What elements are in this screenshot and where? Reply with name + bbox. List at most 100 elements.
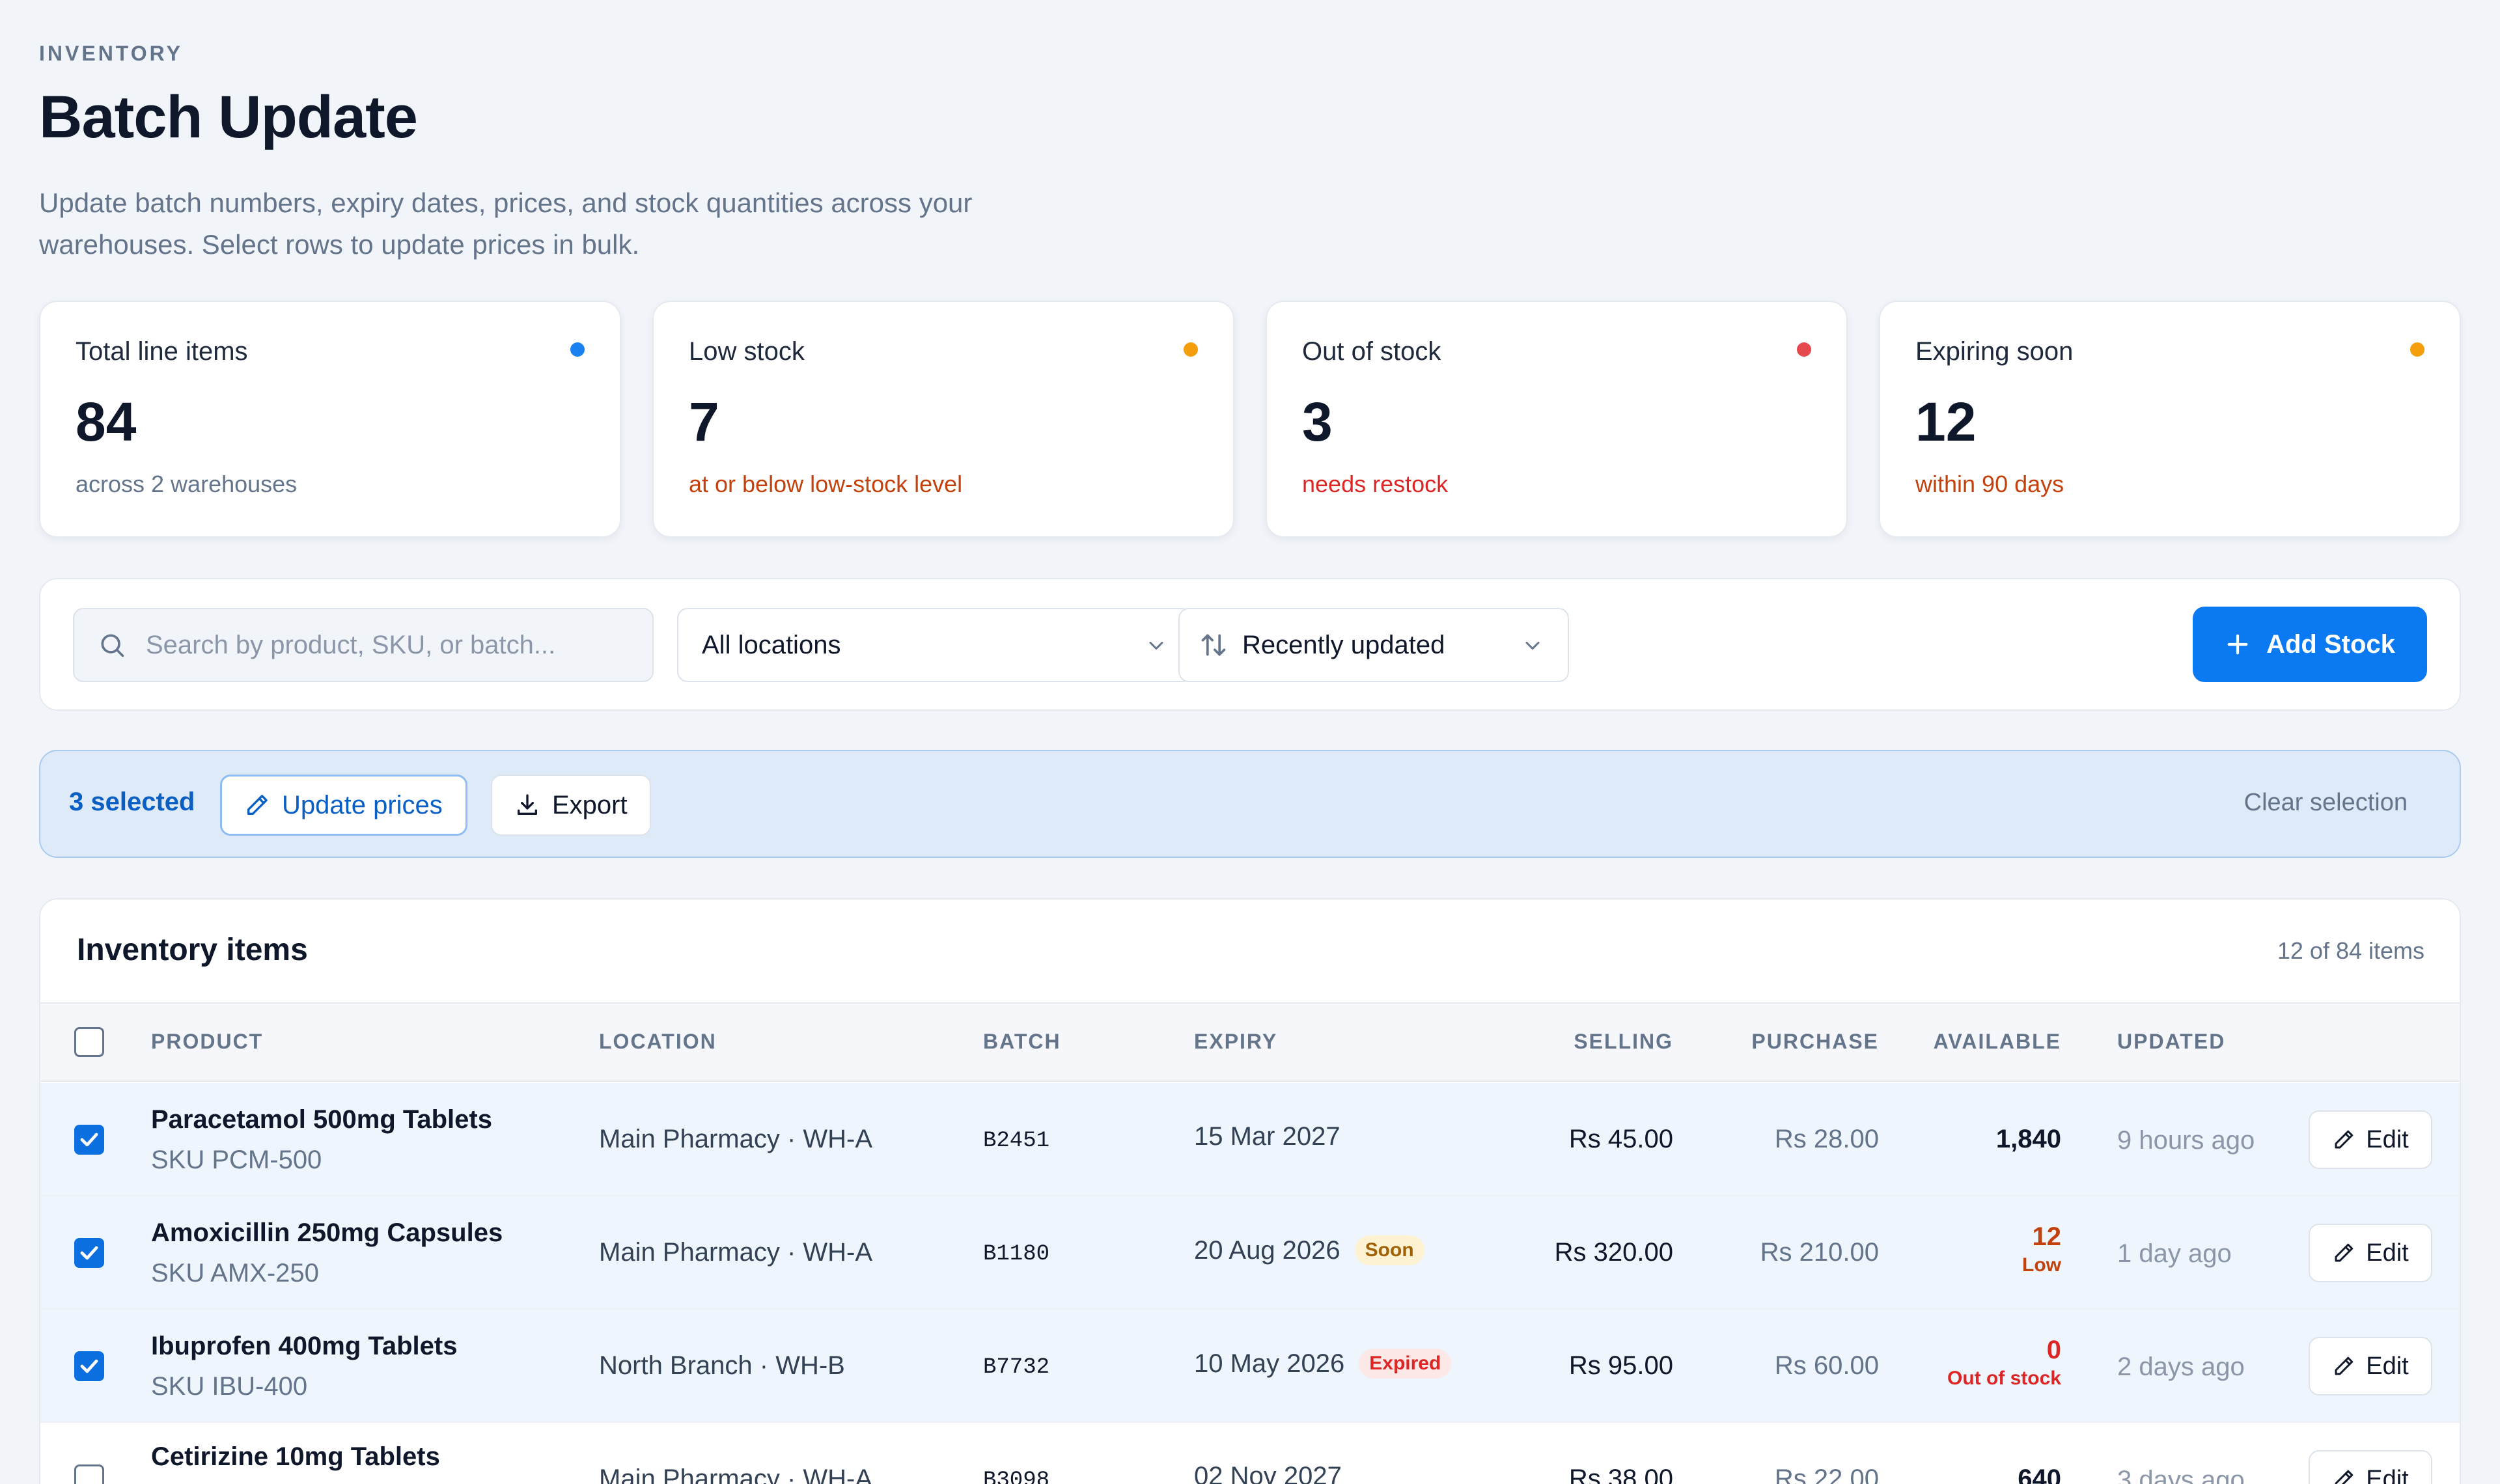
row-checkbox[interactable] bbox=[74, 1351, 104, 1381]
edit-row-button[interactable]: Edit bbox=[2309, 1450, 2432, 1484]
edit-row-button[interactable]: Edit bbox=[2309, 1224, 2432, 1282]
expiry-cell: 15 Mar 2027 bbox=[1194, 1122, 1340, 1151]
batch-cell: B3098 bbox=[983, 1468, 1050, 1484]
selling-price-cell: Rs 320.00 bbox=[1554, 1238, 1673, 1267]
page-description: Update batch numbers, expiry dates, pric… bbox=[39, 187, 973, 260]
edit-label: Edit bbox=[2366, 1239, 2409, 1267]
row-checkbox[interactable] bbox=[74, 1238, 104, 1268]
stat-value: 84 bbox=[76, 391, 137, 452]
product-sku: SKU IBU-400 bbox=[151, 1372, 308, 1401]
add-stock-label: Add Stock bbox=[2266, 629, 2395, 659]
export-button[interactable]: Export bbox=[491, 775, 651, 836]
stat-subtext: at or below low-stock level bbox=[689, 471, 963, 497]
product-name[interactable]: Ibuprofen 400mg Tablets bbox=[151, 1332, 458, 1360]
expiry-badge: Soon bbox=[1354, 1235, 1424, 1265]
update-prices-button[interactable]: Update prices bbox=[220, 775, 467, 836]
stat-card-out-of-stock: Out of stock 3 needs restock bbox=[1266, 301, 1848, 538]
selected-count: 3 selected bbox=[69, 788, 195, 816]
table-item-count: 12 of 84 items bbox=[2277, 937, 2424, 964]
selling-price-cell: Rs 38.00 bbox=[1568, 1464, 1673, 1484]
selling-price-cell: Rs 45.00 bbox=[1568, 1125, 1673, 1153]
column-header-location[interactable]: LOCATION bbox=[599, 1030, 717, 1053]
product-sku: SKU AMX-250 bbox=[151, 1259, 319, 1287]
stat-subtext: needs restock bbox=[1302, 471, 1449, 497]
product-name[interactable]: Paracetamol 500mg Tablets bbox=[151, 1105, 492, 1134]
purchase-price-cell: Rs 210.00 bbox=[1760, 1238, 1879, 1267]
location-select-value: All locations bbox=[702, 630, 841, 659]
table-row[interactable]: Ibuprofen 400mg Tablets SKU IBU-400 North … bbox=[40, 1310, 2460, 1423]
expiry-date: 10 May 2026 bbox=[1194, 1349, 1345, 1378]
selection-bar: 3 selected Update prices Export Clear se… bbox=[39, 750, 2461, 858]
updated-cell: 9 hours ago bbox=[2117, 1126, 2255, 1155]
column-header-expiry[interactable]: EXPIRY bbox=[1194, 1030, 1278, 1053]
select-all-checkbox[interactable] bbox=[74, 1027, 104, 1057]
column-header-batch[interactable]: BATCH bbox=[983, 1030, 1061, 1053]
status-dot-icon bbox=[2410, 342, 2424, 357]
plus-icon bbox=[2227, 634, 2248, 655]
sort-arrows-icon bbox=[1201, 634, 1226, 656]
stat-subtext: within 90 days bbox=[1915, 471, 2064, 497]
purchase-price-cell: Rs 28.00 bbox=[1774, 1125, 1879, 1153]
edit-label: Edit bbox=[2366, 1125, 2409, 1153]
column-header-updated[interactable]: UPDATED bbox=[2117, 1030, 2226, 1053]
stat-label: Expiring soon bbox=[1915, 337, 2074, 366]
table-header: PRODUCT LOCATION BATCH EXPIRY SELLING PU… bbox=[40, 1002, 2460, 1082]
updated-cell: 3 days ago bbox=[2117, 1466, 2245, 1484]
product-name[interactable]: Amoxicillin 250mg Capsules bbox=[151, 1218, 503, 1247]
search-icon bbox=[101, 634, 124, 657]
available-cell: 640 bbox=[2018, 1464, 2061, 1484]
expiry-cell: 10 May 2026 Expired bbox=[1194, 1349, 1452, 1379]
row-checkbox[interactable] bbox=[74, 1125, 104, 1155]
page-title: Batch Update bbox=[39, 84, 418, 150]
available-quantity: 0 bbox=[2046, 1336, 2061, 1364]
breadcrumb-eyebrow: INVENTORY bbox=[39, 42, 183, 65]
stat-value: 3 bbox=[1302, 391, 1333, 452]
expiry-badge: Expired bbox=[1359, 1349, 1452, 1379]
available-quantity: 12 bbox=[2032, 1222, 2062, 1251]
stat-card-low-stock: Low stock 7 at or below low-stock level bbox=[652, 301, 1234, 538]
edit-row-button[interactable]: Edit bbox=[2309, 1337, 2432, 1395]
checkmark-icon bbox=[80, 1359, 98, 1373]
location-cell: Main Pharmacy · WH-A bbox=[599, 1238, 873, 1267]
search-input[interactable] bbox=[146, 630, 641, 660]
table-row[interactable]: Amoxicillin 250mg Capsules SKU AMX-250 Mai… bbox=[40, 1196, 2460, 1310]
table-title: Inventory items bbox=[77, 933, 308, 967]
available-cell: 12 Low bbox=[2022, 1222, 2061, 1276]
batch-cell: B7732 bbox=[983, 1355, 1050, 1380]
table-row[interactable]: Paracetamol 500mg Tablets SKU PCM-500 Main… bbox=[40, 1083, 2460, 1196]
filter-toolbar: All locations Recently updated Add Stock bbox=[39, 578, 2461, 711]
pencil-icon bbox=[2335, 1470, 2354, 1484]
row-checkbox[interactable] bbox=[74, 1464, 104, 1484]
stats-row: Total line items 84 across 2 warehouses … bbox=[39, 301, 2461, 538]
updated-cell: 1 day ago bbox=[2117, 1239, 2232, 1268]
column-header-selling[interactable]: SELLING bbox=[1574, 1030, 1673, 1053]
edit-row-button[interactable]: Edit bbox=[2309, 1110, 2432, 1169]
status-dot-icon bbox=[570, 342, 585, 357]
expiry-cell: 02 Nov 2027 bbox=[1194, 1462, 1342, 1484]
product-sku: SKU PCM-500 bbox=[151, 1146, 322, 1174]
checkmark-icon bbox=[80, 1246, 98, 1260]
batch-cell: B1180 bbox=[983, 1242, 1050, 1267]
stat-card-expiring-soon: Expiring soon 12 within 90 days bbox=[1879, 301, 2461, 538]
clear-selection-button[interactable]: Clear selection bbox=[2243, 789, 2408, 816]
column-header-product[interactable]: PRODUCT bbox=[151, 1030, 264, 1053]
stat-label: Out of stock bbox=[1302, 337, 1441, 366]
download-icon bbox=[518, 794, 537, 815]
location-select[interactable]: All locations bbox=[677, 608, 1193, 682]
stock-status: Low bbox=[2022, 1254, 2061, 1276]
purchase-price-cell: Rs 60.00 bbox=[1774, 1351, 1879, 1380]
column-header-available[interactable]: AVAILABLE bbox=[1933, 1030, 2061, 1053]
expiry-cell: 20 Aug 2026 Soon bbox=[1194, 1235, 1424, 1265]
search-box[interactable] bbox=[73, 608, 654, 682]
stat-label: Total line items bbox=[76, 337, 248, 366]
add-stock-button[interactable]: Add Stock bbox=[2193, 607, 2427, 682]
edit-label: Edit bbox=[2366, 1352, 2409, 1380]
stat-value: 7 bbox=[689, 391, 719, 452]
sort-select[interactable]: Recently updated bbox=[1178, 608, 1569, 682]
product-name[interactable]: Cetirizine 10mg Tablets bbox=[151, 1442, 440, 1471]
update-prices-label: Update prices bbox=[282, 790, 443, 819]
column-header-purchase[interactable]: PURCHASE bbox=[1751, 1030, 1879, 1053]
available-cell: 1,840 bbox=[1996, 1125, 2061, 1154]
table-row[interactable]: Cetirizine 10mg Tablets Main Pharmacy · W… bbox=[40, 1423, 2460, 1484]
